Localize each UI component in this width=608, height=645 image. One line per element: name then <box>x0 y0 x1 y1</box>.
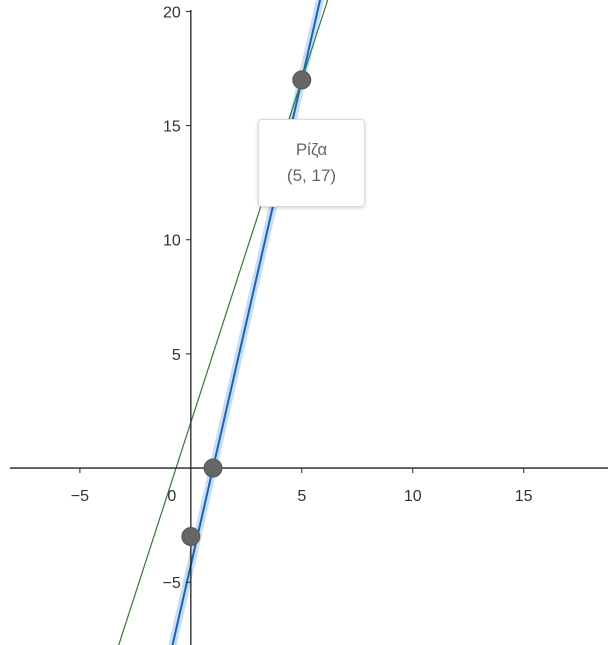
y-tick-label: 20 <box>163 4 181 21</box>
graph-point[interactable] <box>292 70 312 90</box>
x-tick-label: 0 <box>167 488 176 505</box>
x-tick-label: 10 <box>404 488 422 505</box>
graph-point[interactable] <box>203 458 223 478</box>
y-tick-label: 15 <box>163 119 181 136</box>
line-1[interactable] <box>111 0 335 645</box>
lines-layer <box>111 0 335 645</box>
point-tooltip: Ρίζα (5, 17) <box>258 119 365 207</box>
highlighted-line-0[interactable] <box>167 0 325 645</box>
x-tick-label: −5 <box>71 488 89 505</box>
y-tick-label: 5 <box>172 347 181 364</box>
x-tick-label: 15 <box>515 488 533 505</box>
x-tick-label: 5 <box>297 488 306 505</box>
y-tick-label: 10 <box>163 233 181 250</box>
y-tick-label: −5 <box>163 575 181 592</box>
graph-point[interactable] <box>181 527 201 547</box>
axes <box>10 10 608 645</box>
points-layer <box>181 70 312 547</box>
tooltip-coords: (5, 17) <box>286 166 337 185</box>
tooltip-title: Ρίζα <box>295 139 328 159</box>
tick-layer: −5 0 5 10 15 −5 5 10 15 20 <box>71 4 533 592</box>
